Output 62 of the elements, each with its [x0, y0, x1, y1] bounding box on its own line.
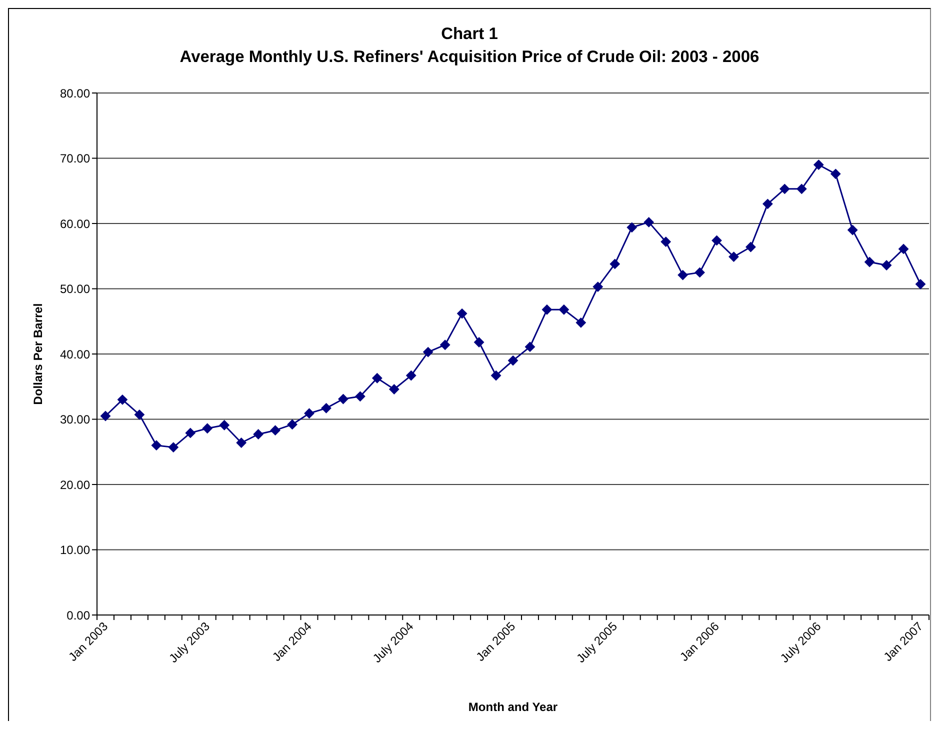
point — [338, 394, 348, 404]
y-tick-label: 0.00 — [66, 608, 90, 622]
point — [134, 410, 144, 420]
point — [321, 403, 332, 414]
point — [830, 168, 841, 179]
point — [712, 235, 722, 246]
point — [457, 308, 468, 319]
point — [219, 420, 230, 430]
point — [558, 304, 569, 315]
point — [423, 347, 434, 358]
point — [474, 337, 484, 348]
point — [848, 225, 858, 236]
y-tick-label: 30.00 — [60, 412, 90, 427]
x-axis-title: Month and Year — [468, 700, 558, 714]
point — [780, 184, 790, 194]
point — [440, 340, 450, 350]
point — [372, 373, 382, 384]
point — [916, 279, 926, 290]
point — [610, 258, 620, 269]
point — [117, 394, 128, 405]
point — [151, 440, 162, 450]
point — [202, 423, 212, 434]
point — [236, 438, 246, 448]
y-tick-label: 50.00 — [60, 282, 90, 296]
point — [694, 267, 705, 278]
y-tick-label: 40.00 — [60, 347, 90, 362]
point — [100, 410, 110, 421]
point — [678, 270, 688, 280]
point — [592, 282, 603, 292]
point — [626, 222, 637, 232]
point — [814, 160, 824, 170]
point — [168, 442, 178, 452]
point — [644, 217, 654, 228]
y-tick-label: 60.00 — [60, 216, 90, 231]
point — [762, 198, 773, 209]
point — [796, 184, 807, 194]
point — [406, 370, 416, 381]
point — [355, 391, 366, 402]
point — [660, 236, 671, 247]
y-axis-title: Dollars Per Barrel — [31, 303, 45, 405]
y-tick-label: 80.00 — [60, 86, 90, 100]
y-tick-label: 70.00 — [60, 152, 90, 166]
point — [882, 260, 892, 270]
point — [491, 370, 502, 381]
point — [576, 318, 586, 328]
point — [304, 408, 314, 418]
point — [508, 356, 518, 366]
point — [524, 342, 535, 352]
chart-title: Chart 1 — [440, 25, 499, 44]
point — [746, 242, 756, 252]
point — [542, 304, 552, 315]
point — [864, 256, 875, 267]
chart-subtitle: Average Monthly U.S. Refiners' Acquisition Price of Crude Oil: 2003 - 2006 — [178, 48, 760, 67]
point — [389, 384, 400, 394]
point — [185, 428, 196, 438]
y-tick-label: 10.00 — [60, 543, 90, 558]
y-tick-label: 20.00 — [60, 478, 90, 492]
point — [270, 425, 280, 436]
point — [898, 244, 909, 254]
point — [287, 419, 298, 430]
point — [253, 429, 264, 440]
point — [728, 252, 739, 262]
